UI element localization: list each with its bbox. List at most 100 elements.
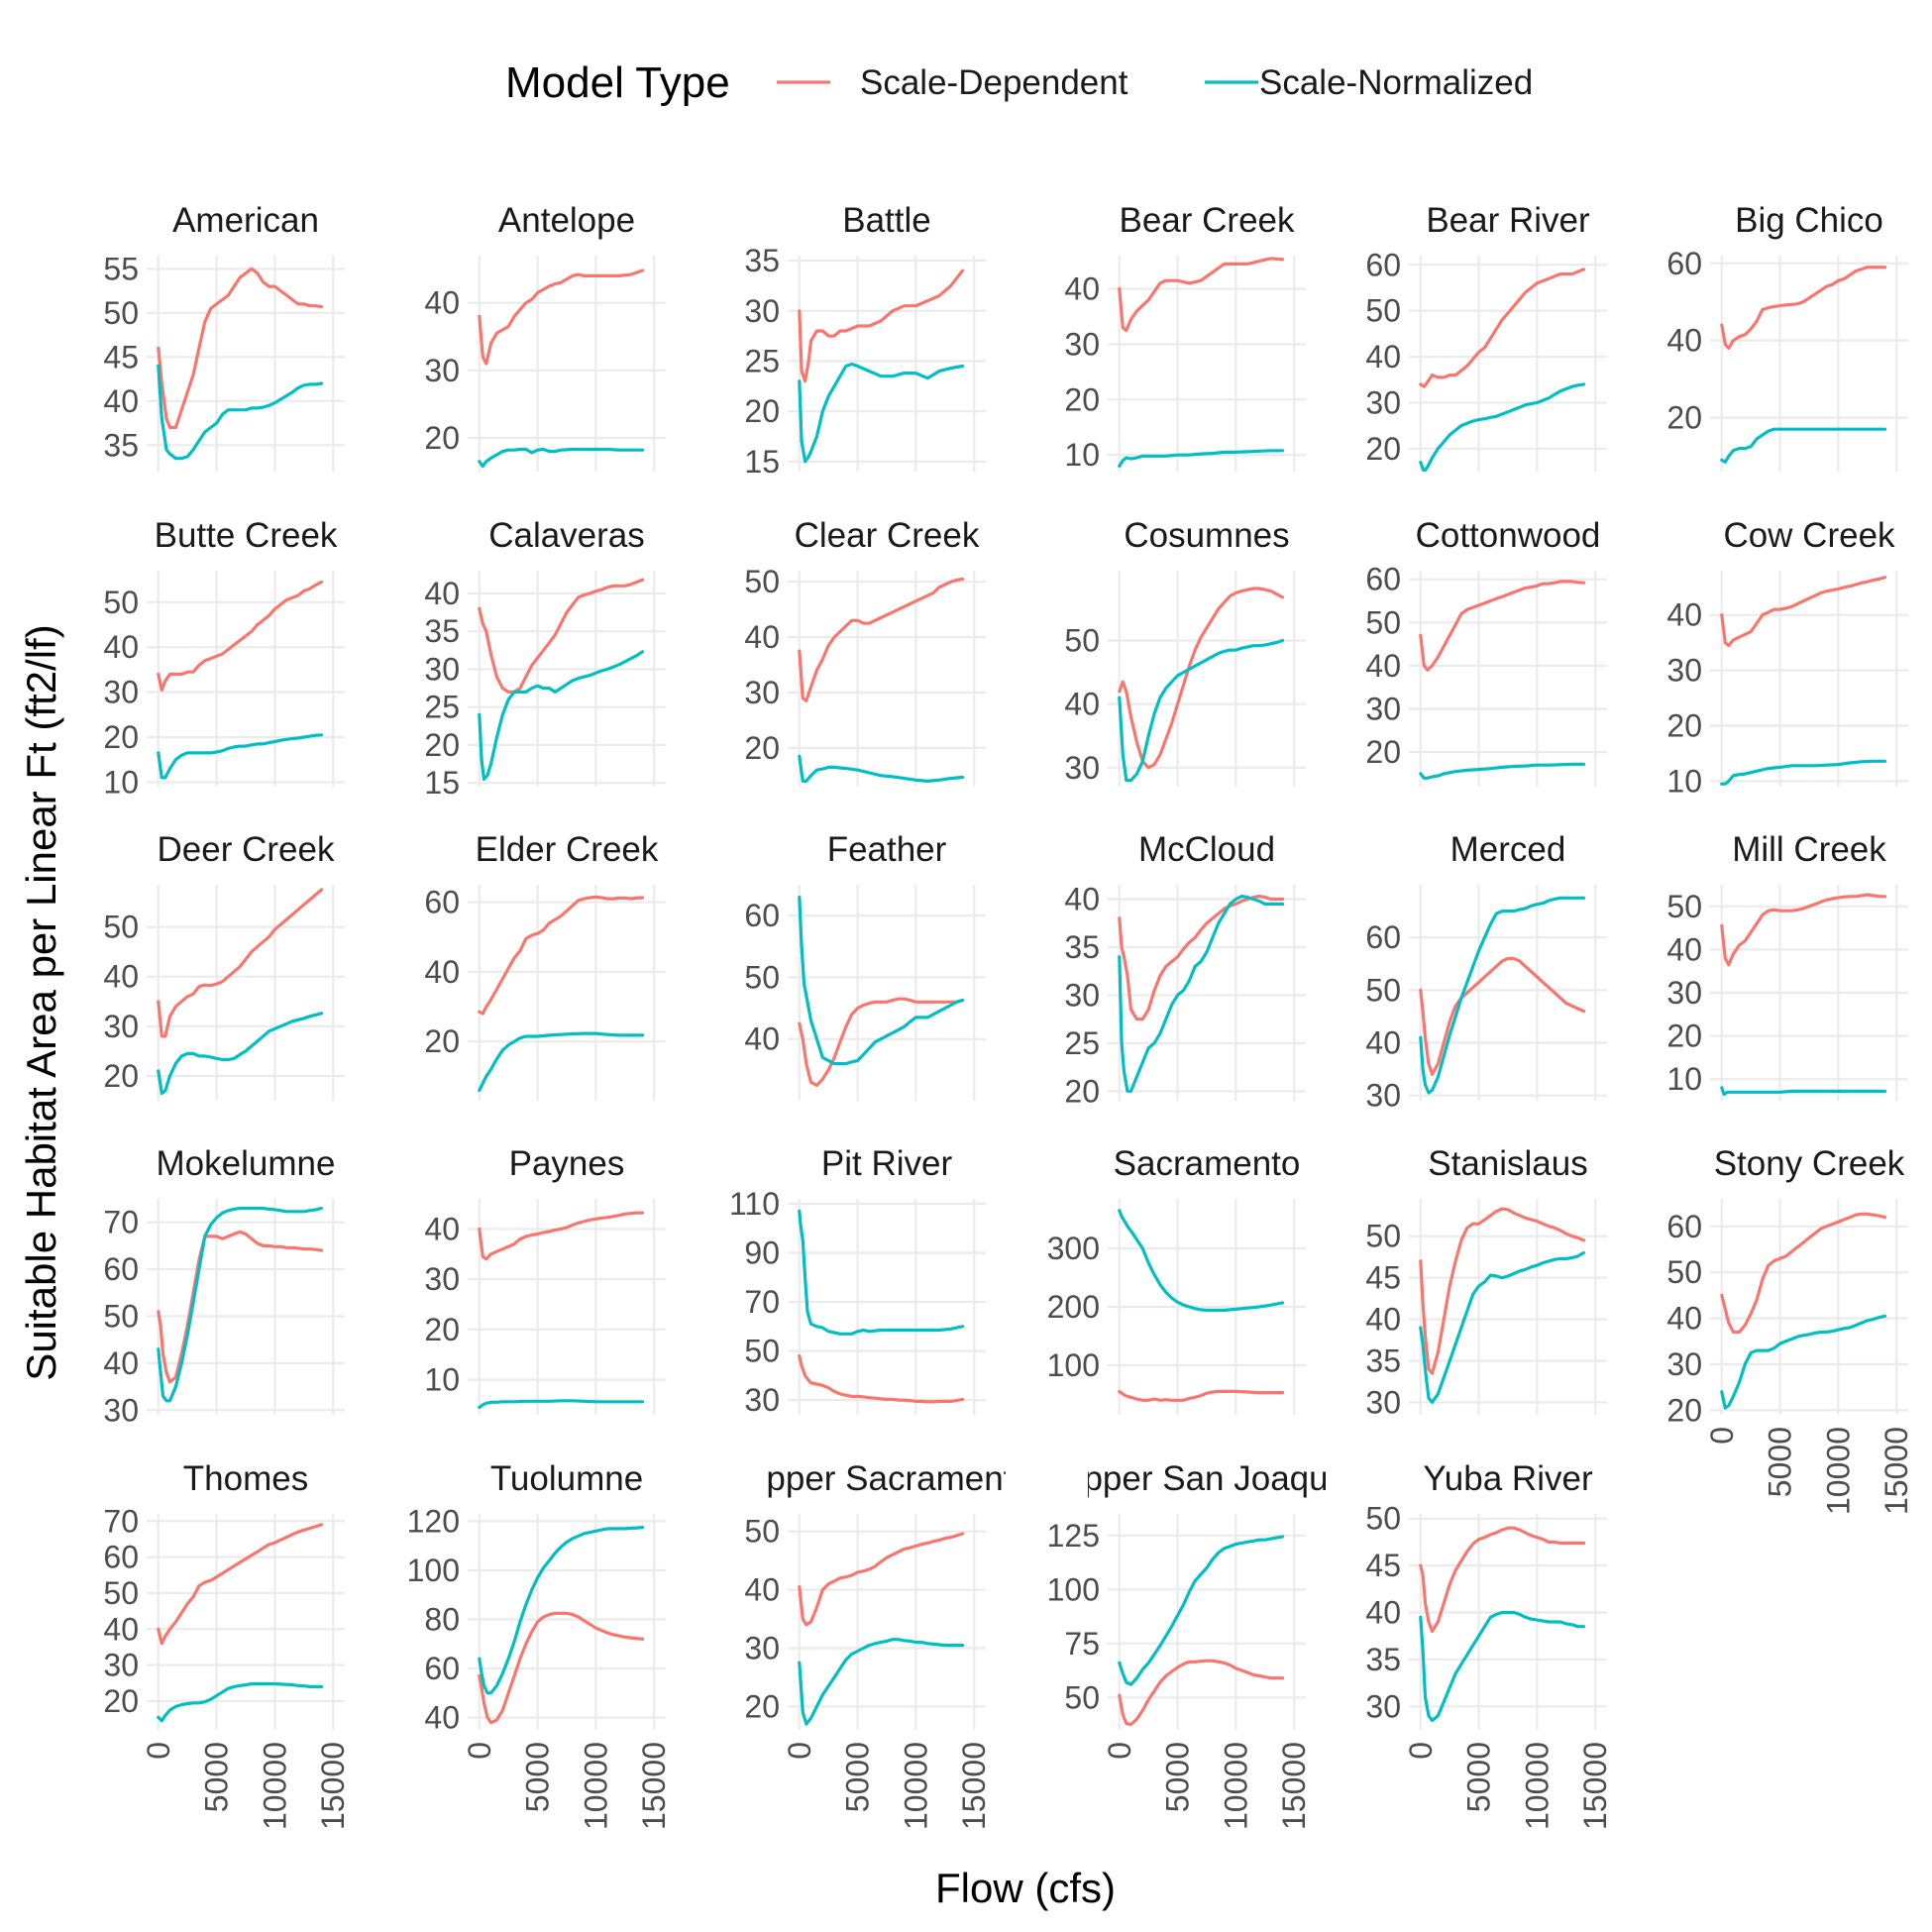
y-tick-label: 35 <box>1365 1343 1401 1379</box>
y-tick-label: 30 <box>1365 1688 1401 1724</box>
y-tick-label: 60 <box>1365 562 1401 597</box>
y-tick-label: 50 <box>1365 972 1401 1008</box>
panel-cow-creek: Cow Creek 10 20 30 40 <box>1666 516 1908 799</box>
y-tick-label: 50 <box>1365 604 1401 640</box>
y-tick-label: 20 <box>1064 1073 1100 1109</box>
series-line-scale-normalized <box>157 1206 324 1403</box>
series-line-scale-normalized <box>478 447 645 469</box>
x-tick-label: 10000 <box>898 1742 933 1830</box>
panel-bear-river: Bear River 20 30 40 50 60 <box>1365 201 1607 472</box>
series-line-scale-normalized <box>1419 1250 1586 1405</box>
panel-grid <box>468 1199 666 1415</box>
y-tick-label: 30 <box>1365 1078 1401 1114</box>
panel-title: McCloud <box>1138 830 1275 869</box>
series-line-scale-normalized <box>798 754 965 784</box>
series-line-scale-dependent <box>1419 268 1586 388</box>
y-tick-label: 60 <box>1666 246 1702 281</box>
y-tick-label: 20 <box>424 1023 460 1059</box>
series-line-scale-normalized <box>157 1681 324 1723</box>
panel-tuolumne: Tuolumne 40 60 80 100 120 0 5000 10000 15000 <box>407 1459 673 1830</box>
panel-stanislaus: Stanislaus 30 35 40 45 50 <box>1365 1144 1607 1420</box>
y-tick-label: 40 <box>103 629 139 665</box>
panel-grid <box>788 1199 986 1415</box>
y-tick-label: 30 <box>424 1261 460 1297</box>
x-tick-label: 10000 <box>578 1742 613 1830</box>
x-tick-label: 5000 <box>1461 1742 1497 1812</box>
y-tick-label: 40 <box>1666 1301 1702 1337</box>
y-tick-label: 10 <box>103 764 139 800</box>
panel-grid <box>788 885 986 1101</box>
y-tick-label: 35 <box>1064 929 1100 965</box>
y-tick-label: 50 <box>1064 1679 1100 1715</box>
series-line-scale-normalized <box>478 1525 645 1695</box>
panel-grid <box>147 256 345 472</box>
panel-sacramento: Sacramento 100 200 300 <box>1047 1144 1306 1415</box>
series-line-scale-normalized <box>478 1399 645 1410</box>
y-tick-label: 60 <box>1365 247 1401 282</box>
y-tick-label: 30 <box>1666 653 1702 689</box>
panel-grid <box>788 1514 986 1730</box>
y-tick-label: 20 <box>1666 1019 1702 1054</box>
panel-paynes: Paynes 10 20 30 40 <box>424 1144 666 1415</box>
y-tick-label: 20 <box>424 727 460 763</box>
series-line-scale-normalized <box>1419 762 1586 780</box>
panel-title: Antelope <box>498 201 635 240</box>
y-tick-label: 60 <box>1365 919 1401 955</box>
series-line-scale-normalized <box>1419 1610 1586 1723</box>
y-tick-label: 25 <box>1064 1025 1100 1061</box>
series-line-scale-dependent <box>1118 1389 1285 1402</box>
panel-mccloud: McCloud 20 25 30 35 40 <box>1064 830 1306 1109</box>
y-axis-title: Suitable Habitat Area per Linear Ft (ft2… <box>18 624 64 1380</box>
series-line-scale-normalized <box>1419 382 1586 472</box>
x-tick-label: 0 <box>1403 1742 1439 1760</box>
y-tick-label: 60 <box>103 1251 139 1287</box>
panel-title: Paynes <box>509 1144 625 1183</box>
y-tick-label: 125 <box>1047 1518 1100 1554</box>
y-tick-label: 40 <box>1365 1302 1401 1338</box>
y-tick-label: 40 <box>1365 1595 1401 1631</box>
series-line-scale-normalized <box>798 1209 965 1336</box>
series-line-scale-dependent <box>157 267 324 430</box>
legend-label-scale-dependent: Scale-Dependent <box>860 63 1128 102</box>
series-line-scale-dependent <box>478 1211 645 1261</box>
panel-grid <box>1409 1199 1607 1415</box>
y-tick-label: 40 <box>1365 648 1401 684</box>
panel-grid <box>147 885 345 1101</box>
y-tick-label: 100 <box>407 1553 460 1588</box>
y-tick-label: 40 <box>424 576 460 611</box>
y-tick-label: 20 <box>103 1683 139 1719</box>
series-line-scale-normalized <box>1118 894 1285 1093</box>
x-tick-label: 10000 <box>1519 1742 1555 1830</box>
panel-feather: Feather 40 50 60 <box>744 830 986 1101</box>
series-line-scale-normalized <box>798 1638 965 1726</box>
y-tick-label: 30 <box>103 1648 139 1683</box>
panel-title: Pit River <box>821 1144 953 1183</box>
series-line-scale-normalized <box>157 1012 324 1096</box>
panel-title: American <box>172 201 319 240</box>
y-tick-label: 50 <box>103 1575 139 1611</box>
panel-grid <box>1409 885 1607 1101</box>
y-tick-label: 40 <box>1666 931 1702 967</box>
panel-title: Battle <box>842 201 931 240</box>
y-tick-label: 10 <box>424 1362 460 1398</box>
series-line-scale-dependent <box>1118 1659 1285 1727</box>
y-tick-label: 40 <box>424 285 460 321</box>
panel-title: Butte Creek <box>155 516 338 555</box>
y-tick-label: 30 <box>1064 326 1100 362</box>
y-tick-label: 70 <box>103 1503 139 1539</box>
y-tick-label: 10 <box>1064 437 1100 473</box>
panel-title: Big Chico <box>1735 201 1883 240</box>
y-tick-label: 20 <box>1365 431 1401 467</box>
y-tick-label: 30 <box>424 651 460 687</box>
panel-title: Cottonwood <box>1416 516 1601 555</box>
y-tick-label: 40 <box>1064 271 1100 307</box>
panel-mill-creek: Mill Creek 10 20 30 40 50 <box>1666 830 1908 1101</box>
panel-cosumnes: Cosumnes 30 40 50 <box>1064 516 1306 787</box>
panel-upper-san-joaquin: Upper San Joaquin 50 75 100 125 0 5000 10000 150… <box>1047 1459 1326 1830</box>
y-tick-label: 60 <box>744 898 780 933</box>
y-tick-label: 30 <box>1064 750 1100 786</box>
panel-antelope: Antelope 20 30 40 <box>424 201 666 472</box>
series-line-scale-dependent <box>1720 893 1887 967</box>
